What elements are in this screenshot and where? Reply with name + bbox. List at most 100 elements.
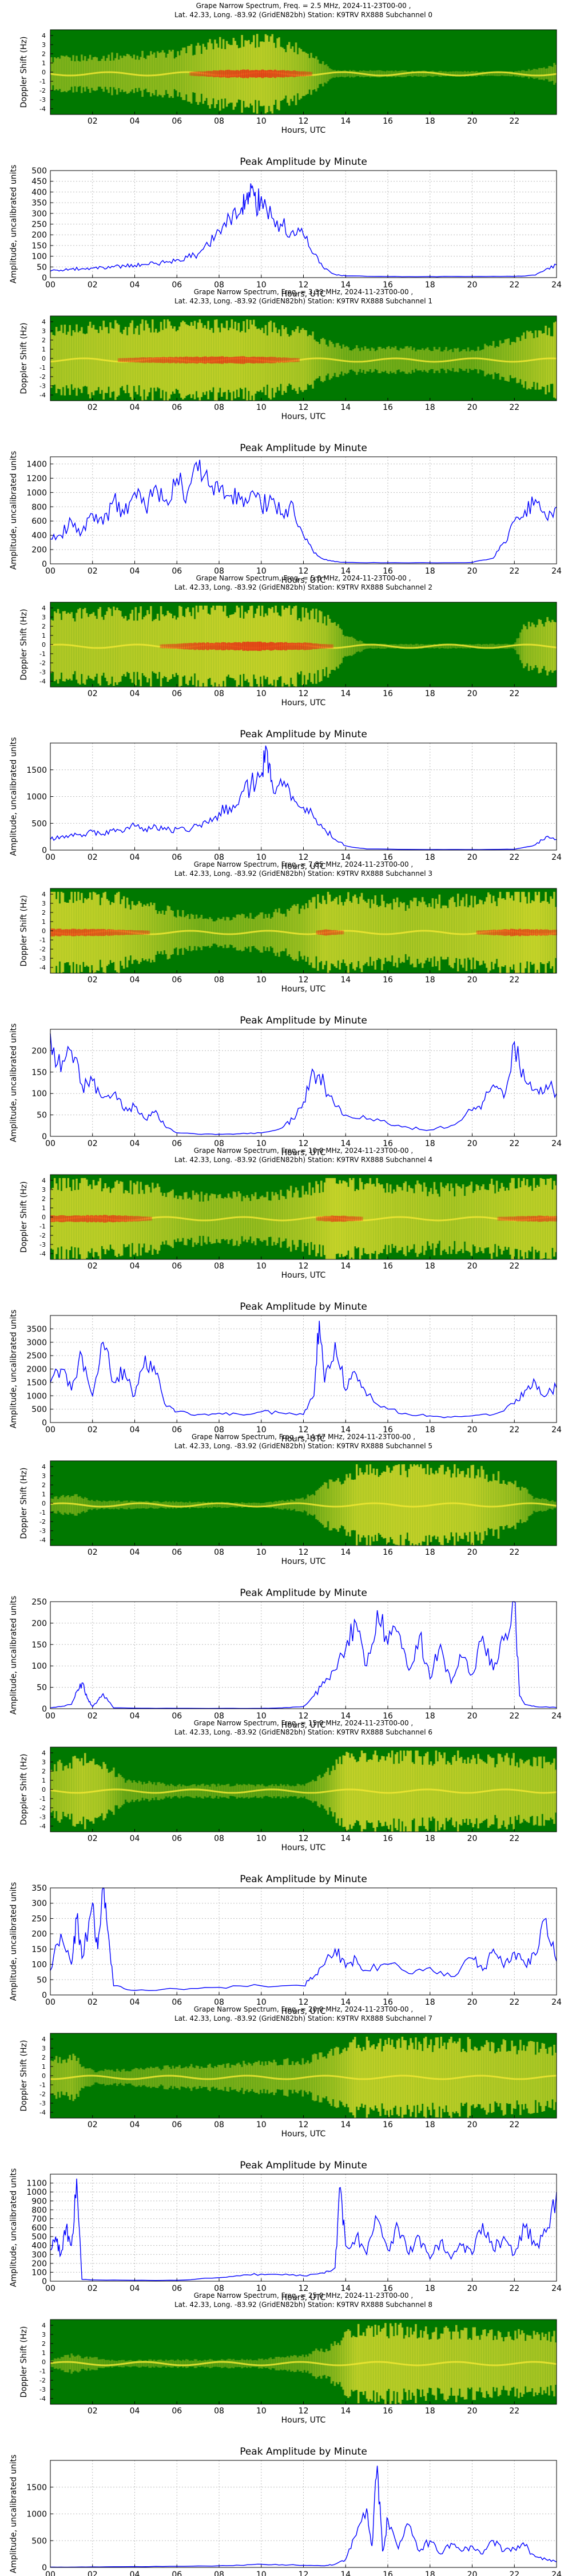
spectrogram-streak	[94, 329, 97, 391]
x-tick-label: 20	[467, 2570, 478, 2576]
spectrogram-streak	[376, 1755, 378, 1827]
y-axis-label: Doppler Shift (Hz)	[19, 37, 29, 108]
spectrogram-streak	[269, 1200, 272, 1237]
spectrogram-streak	[486, 1474, 488, 1536]
y-tick-label: -2	[39, 1518, 46, 1526]
spectrogram-peak-band	[223, 70, 226, 77]
spectrogram-streak	[165, 2065, 168, 2089]
y-tick-label: 3500	[26, 1325, 47, 1334]
spectrogram-streak	[168, 1501, 171, 1509]
spectrogram-streak	[399, 2048, 402, 2107]
spectrogram-streak	[184, 2360, 186, 2367]
spectrogram-streak	[362, 1474, 365, 1536]
spectrogram-streak	[51, 621, 54, 672]
spectrogram-peak-band	[206, 70, 209, 77]
x-tick-label: 06	[172, 567, 182, 576]
spectrogram-streak	[475, 1764, 478, 1819]
spectrogram-streak	[87, 326, 90, 394]
spectrogram-peak-band	[219, 70, 222, 78]
spectrogram-streak	[340, 629, 343, 663]
y-tick-label: 2	[42, 1195, 46, 1203]
spectrogram-streak	[467, 2037, 470, 2118]
spectrogram-streak	[450, 1477, 452, 1532]
x-tick-label: 08	[214, 1262, 224, 1271]
spectrogram-streak	[219, 2360, 221, 2368]
spectrogram-streak	[516, 638, 518, 654]
y-tick-label: 1000	[26, 1392, 47, 1401]
spectrogram-streak	[293, 2065, 296, 2090]
spectrogram-streak	[546, 68, 549, 80]
spectrogram-streak	[404, 2040, 407, 2115]
spectrogram-streak	[545, 1762, 547, 1820]
spectrogram-peak-band	[217, 642, 220, 650]
y-tick-label: 200	[31, 1619, 47, 1628]
spectrogram-streak	[372, 70, 375, 77]
spectrogram-streak	[428, 350, 431, 370]
spectrogram-streak	[257, 1503, 260, 1507]
spectrogram-streak	[182, 1502, 184, 1508]
spectrogram-peak-band	[263, 70, 266, 78]
spectrogram-streak	[104, 61, 106, 87]
spectrogram-peak-band	[286, 357, 289, 363]
spectrogram-streak	[310, 335, 312, 385]
spectrogram-peak-band	[356, 1216, 359, 1221]
spectrogram-streak	[351, 350, 353, 370]
spectrogram-title-line2: Lat. 42.33, Long. -83.92 (GridEN82bh) St…	[174, 1442, 432, 1450]
spectrogram-streak	[521, 2050, 523, 2104]
x-axis-label: Hours, UTC	[281, 126, 326, 135]
spectrogram-streak	[256, 2062, 259, 2093]
spectrogram-streak	[312, 331, 314, 389]
spectrogram-streak	[445, 1185, 447, 1253]
spectrogram-streak	[102, 2358, 105, 2368]
x-tick-label: 00	[45, 1425, 55, 1435]
spectrogram-peak-band	[497, 1216, 500, 1221]
spectrogram-streak	[514, 2045, 517, 2109]
x-tick-label: 12	[299, 117, 309, 126]
spectrogram-streak	[458, 906, 461, 959]
chart-title: Peak Amplitude by Minute	[240, 156, 367, 168]
y-tick-label: 2	[42, 623, 46, 630]
y-tick-label: -3	[39, 382, 46, 390]
spectrogram-streak	[109, 1500, 112, 1510]
spectrogram-streak	[214, 2066, 216, 2089]
spectrogram-peak-band	[316, 930, 319, 935]
spectrogram-streak	[261, 1784, 264, 1799]
spectrogram-streak	[210, 1193, 213, 1244]
spectrogram-streak	[381, 70, 383, 77]
y-tick-label: 50	[37, 1976, 47, 1985]
y-tick-label: 3	[42, 327, 46, 335]
x-tick-label: 06	[172, 2570, 182, 2576]
spectrogram-streak	[487, 1481, 490, 1528]
y-tick-label: 0	[42, 2072, 46, 2080]
y-tick-label: 3	[42, 1186, 46, 1194]
spectrogram-streak	[490, 72, 493, 76]
y-tick-label: -2	[39, 659, 46, 667]
spectrogram-streak	[376, 1468, 378, 1541]
spectrogram-streak	[467, 71, 470, 77]
spectrogram-streak	[371, 1184, 374, 1254]
spectrogram-streak	[154, 2361, 157, 2366]
spectrogram-streak	[394, 1754, 397, 1828]
spectrogram-carrier-trace	[50, 1502, 557, 1508]
spectrogram-peak-band	[168, 357, 172, 364]
spectrogram-streak	[67, 1768, 70, 1814]
spectrogram-streak	[63, 2059, 66, 2096]
spectrogram-streak	[70, 612, 73, 681]
spectrogram-streak	[300, 1498, 303, 1512]
spectrogram-peak-band	[80, 929, 83, 936]
spectrogram-streak	[531, 1496, 534, 1514]
spectrogram-streak	[319, 1775, 321, 1808]
spectrogram-streak	[423, 901, 426, 964]
spectrogram-peak-band	[77, 929, 81, 937]
spectrogram-streak	[97, 1500, 100, 1510]
spectrogram-peak-band	[229, 70, 232, 78]
x-tick-label: 12	[299, 1548, 309, 1557]
spectrogram-streak	[452, 2331, 454, 2396]
y-tick-label: 50	[37, 1111, 47, 1120]
spectrogram-streak	[333, 70, 336, 78]
x-tick-label: 08	[214, 1834, 224, 1843]
spectrogram-streak	[354, 70, 356, 77]
spectrogram-streak	[50, 332, 53, 388]
spectrogram-streak	[303, 1785, 306, 1797]
spectrogram-streak	[328, 2350, 331, 2377]
